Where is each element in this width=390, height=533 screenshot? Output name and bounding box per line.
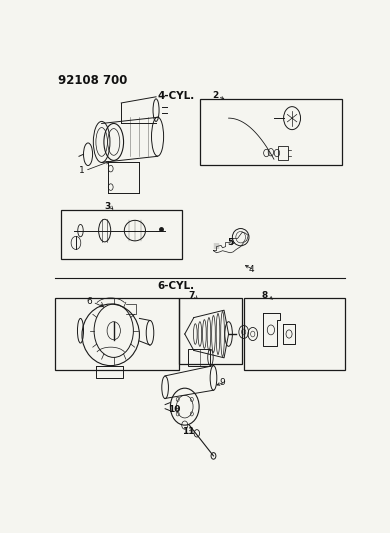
Bar (278, 146, 287, 160)
Bar (61, 209, 182, 259)
Text: 4: 4 (248, 265, 254, 274)
Text: 6-CYL.: 6-CYL. (157, 281, 194, 292)
Text: 5: 5 (227, 238, 233, 247)
Text: 92108 700: 92108 700 (58, 74, 127, 87)
Bar (244, 298, 345, 370)
Text: 4-CYL.: 4-CYL. (157, 91, 194, 101)
Text: 3: 3 (105, 203, 111, 211)
Bar (179, 298, 242, 364)
Bar (55, 298, 179, 370)
Text: 1: 1 (79, 166, 85, 175)
Bar (188, 349, 211, 366)
Text: 7: 7 (188, 292, 195, 300)
Text: 11: 11 (181, 427, 194, 436)
Text: 2: 2 (212, 92, 218, 101)
Text: 8: 8 (262, 292, 268, 300)
Text: 9: 9 (220, 377, 225, 386)
Bar (200, 99, 342, 165)
Text: 10: 10 (168, 405, 180, 414)
Text: 6: 6 (87, 297, 92, 306)
